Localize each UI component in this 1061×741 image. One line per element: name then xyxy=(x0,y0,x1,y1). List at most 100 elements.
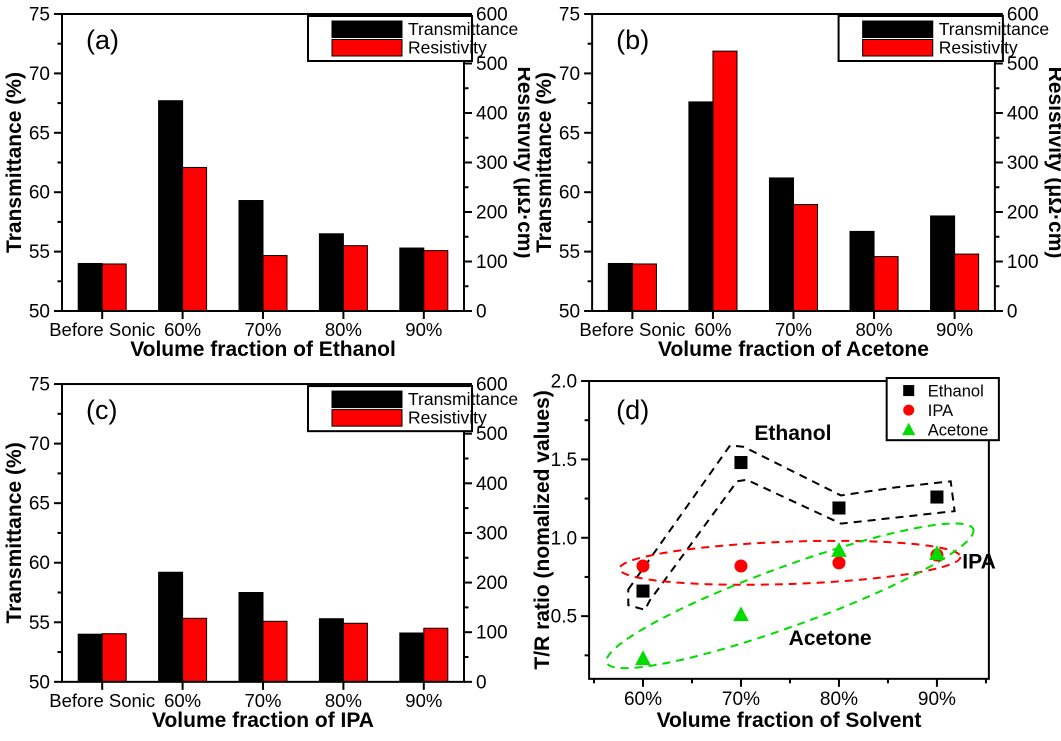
legend-swatch-Transmittance xyxy=(331,390,403,409)
legend-label: Transmittance xyxy=(408,389,518,409)
bar-resistivity-80% xyxy=(342,245,368,312)
bar-transmittance-90% xyxy=(930,215,956,312)
x-axis-title: Volume fraction of Solvent xyxy=(657,709,922,732)
panel-c: 50 55 60 65 70 75 0 100 200 300 400 500 600 Before So… xyxy=(0,370,530,741)
x-tick-label: 90% xyxy=(405,690,442,711)
x-axis-title: Volume fraction of Ethanol xyxy=(130,338,396,361)
point-IPA-60% xyxy=(636,559,650,573)
x-tick-label: 70% xyxy=(722,689,760,710)
group-outline-Ethanol xyxy=(627,444,956,612)
group-ellipse-IPA xyxy=(618,539,962,586)
y-left-tick-label: 65 xyxy=(29,123,50,144)
x-tick-label: 90% xyxy=(918,689,956,710)
x-tick-label: 90% xyxy=(936,319,973,340)
x-tick-label: 80% xyxy=(820,689,858,710)
y-right-tick-label: 300 xyxy=(1007,153,1039,174)
x-tick-label: 90% xyxy=(405,319,442,340)
x-tick-label: 70% xyxy=(244,690,281,711)
y-right-tick-label: 100 xyxy=(476,252,508,273)
y-left-tick-label: 50 xyxy=(29,302,50,323)
point-Ethanol-80% xyxy=(832,501,846,515)
y-right-tick-label: 100 xyxy=(476,623,508,644)
bar-transmittance-70% xyxy=(238,591,264,683)
annotation-Ethanol: Ethanol xyxy=(754,422,831,445)
y-right-tick-label: 600 xyxy=(1007,5,1039,26)
y2-axis-title: Resistivity (μΩ·cm) xyxy=(513,67,530,259)
legend-marker-Ethanol xyxy=(903,385,915,397)
panel-d-chart: 0.5 1.0 1.5 2.0 60% 70% 80% 90% T/R ratio (nomal… xyxy=(531,372,1000,732)
y-right-tick-label: 600 xyxy=(476,5,508,26)
point-Acetone-70% xyxy=(733,606,749,622)
y-axis-title: T/R ratio (nomalized values) xyxy=(531,390,554,669)
bar-transmittance-Before Sonic xyxy=(77,262,103,312)
annotation-Acetone: Acetone xyxy=(789,627,872,650)
bar-resistivity-70% xyxy=(792,204,819,312)
legend-swatch-Transmittance xyxy=(862,20,934,38)
legend-swatch-Resistivity xyxy=(862,39,934,57)
y-left-tick-label: 75 xyxy=(29,5,50,26)
y-left-tick-label: 55 xyxy=(29,613,50,634)
legend-label: Transmittance xyxy=(939,19,1049,39)
legend-swatch-Resistivity xyxy=(331,409,403,427)
bar-resistivity-80% xyxy=(873,256,899,312)
x-axis-title: Volume fraction of Acetone xyxy=(658,338,929,361)
bar-resistivity-70% xyxy=(262,620,288,683)
legend-label: Resistivity xyxy=(939,38,1018,58)
y-right-tick-label: 200 xyxy=(1007,203,1039,224)
y-left-tick-label: 60 xyxy=(29,183,50,204)
x-tick-label: 70% xyxy=(775,319,812,340)
x-tick-label: 80% xyxy=(856,319,893,340)
bar-transmittance-80% xyxy=(318,618,344,683)
y-axis-title: Transmittance (%) xyxy=(533,72,556,253)
y-left-tick-label: 50 xyxy=(29,672,50,693)
legend-label: Ethanol xyxy=(928,382,984,401)
x-tick-label: Before Sonic xyxy=(49,319,155,340)
panel-letter: (a) xyxy=(86,25,119,55)
bar-resistivity-90% xyxy=(954,253,980,312)
panel-letter: (d) xyxy=(616,395,649,425)
bar-resistivity-Before Sonic xyxy=(631,263,657,312)
bar-resistivity-Before Sonic xyxy=(101,263,127,312)
y-left-tick-label: 55 xyxy=(559,242,580,263)
bar-transmittance-60% xyxy=(688,101,714,312)
x-tick-label: 60% xyxy=(694,319,731,340)
y-tick-label: 1.5 xyxy=(551,450,577,471)
point-IPA-70% xyxy=(734,559,748,573)
y-right-tick-label: 300 xyxy=(476,523,508,544)
y-right-tick-label: 500 xyxy=(476,54,508,75)
y-right-tick-label: 0 xyxy=(476,672,487,693)
panel-a: 50 55 60 65 70 75 0 100 200 300 400 500 600 Before So… xyxy=(0,0,530,370)
y-left-tick-label: 65 xyxy=(29,494,50,515)
bar-transmittance-80% xyxy=(318,233,344,312)
point-Acetone-80% xyxy=(831,542,847,557)
legend-swatch-Transmittance xyxy=(331,20,403,38)
bar-transmittance-90% xyxy=(399,247,425,312)
y-right-tick-label: 500 xyxy=(1007,54,1039,75)
y-right-tick-label: 200 xyxy=(476,573,508,594)
legend-label: Resistivity xyxy=(408,38,487,58)
y-right-tick-label: 0 xyxy=(476,302,487,323)
bar-transmittance-Before Sonic xyxy=(607,262,633,312)
bar-transmittance-70% xyxy=(238,200,264,312)
y-right-tick-label: 600 xyxy=(476,375,508,396)
bar-resistivity-90% xyxy=(423,250,449,312)
bar-resistivity-Before Sonic xyxy=(101,633,127,683)
bar-transmittance-90% xyxy=(399,632,425,683)
y-left-tick-label: 60 xyxy=(559,183,580,204)
bar-resistivity-60% xyxy=(182,166,208,312)
x-tick-label: 60% xyxy=(624,689,662,710)
y-left-tick-label: 65 xyxy=(559,123,580,144)
y2-axis-title: Resistivity (μΩ·cm) xyxy=(1044,67,1061,259)
legend-label: Transmittance xyxy=(408,19,518,39)
y-left-tick-label: 60 xyxy=(29,553,50,574)
legend-label: Resistivity xyxy=(408,408,487,428)
x-tick-label: Before Sonic xyxy=(579,319,685,340)
panel-b-chart: 50 55 60 65 70 75 0 100 200 300 400 500 600 Before So… xyxy=(533,5,1061,361)
group-ellipse-Acetone xyxy=(605,522,975,670)
y-left-tick-label: 50 xyxy=(559,302,580,323)
point-Acetone-60% xyxy=(635,650,651,665)
y-left-tick-label: 70 xyxy=(29,434,50,455)
